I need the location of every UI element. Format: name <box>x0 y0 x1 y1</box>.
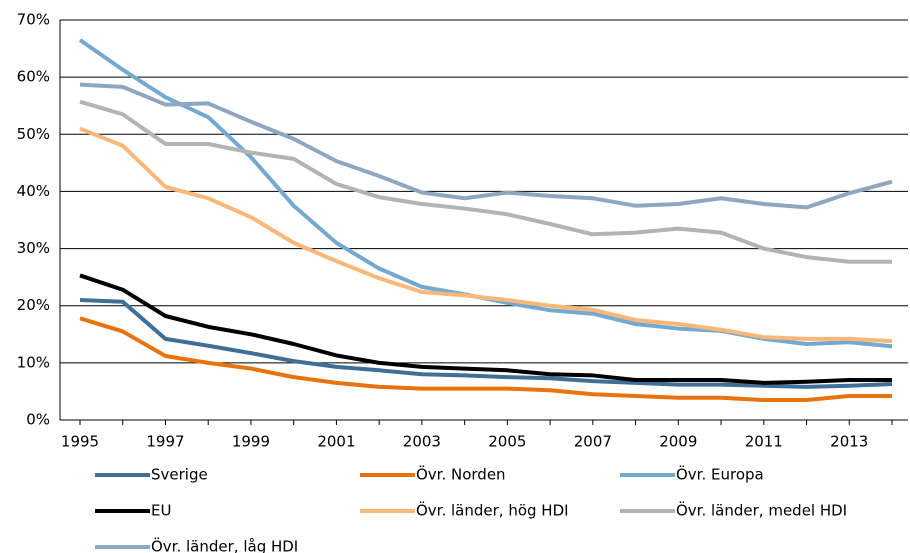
y-tick-label: 0% <box>26 411 50 429</box>
y-tick-label: 60% <box>17 68 50 86</box>
series-line <box>79 126 893 344</box>
legend-label: Övr. Norden <box>416 465 506 484</box>
legend-label: Övr. länder, medel HDI <box>676 501 847 520</box>
series-line <box>79 99 892 264</box>
y-tick-label: 10% <box>17 353 50 371</box>
x-tick-label: 1999 <box>232 433 270 451</box>
legend-label: Övr. Europa <box>676 465 764 484</box>
y-tick-label: 70% <box>17 11 50 29</box>
series-line <box>79 82 893 210</box>
series-line <box>79 316 892 402</box>
y-tick-label: 20% <box>17 296 50 314</box>
x-tick-label: 2005 <box>488 433 526 451</box>
x-tick-label: 2013 <box>830 433 868 451</box>
legend-label: Sverige <box>151 466 208 484</box>
y-tick-label: 40% <box>17 182 50 200</box>
x-tick-label: 2011 <box>745 433 783 451</box>
series-line <box>79 273 892 385</box>
x-tick-label: 2003 <box>403 433 441 451</box>
y-tick-label: 30% <box>17 239 50 257</box>
x-tick-label: 2007 <box>574 433 612 451</box>
series-line <box>79 298 893 389</box>
x-tick-label: 1995 <box>61 433 99 451</box>
legend-label: Övr. länder, hög HDI <box>416 501 569 520</box>
y-tick-label: 50% <box>17 125 50 143</box>
legend-label: Övr. länder, låg HDI <box>151 537 298 553</box>
x-tick-label: 1997 <box>146 433 184 451</box>
x-tick-label: 2001 <box>317 433 355 451</box>
x-tick-label: 2009 <box>659 433 697 451</box>
legend-label: EU <box>151 502 171 520</box>
series-line <box>78 38 893 349</box>
